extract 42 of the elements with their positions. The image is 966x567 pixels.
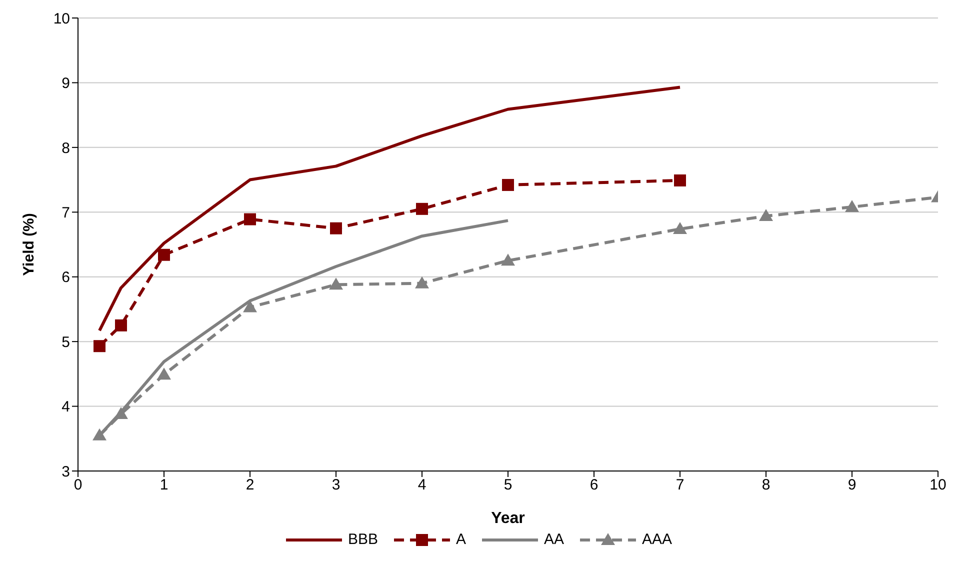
legend-label: AA: [544, 531, 564, 548]
x-tick-label: 7: [676, 476, 684, 494]
legend-label: BBB: [348, 531, 378, 548]
point: [845, 200, 859, 212]
x-tick-label: 8: [762, 476, 770, 494]
point: [243, 300, 257, 312]
y-tick-label: 5: [62, 334, 70, 351]
point: [330, 222, 342, 234]
y-tick-label: 9: [62, 75, 70, 92]
point: [244, 213, 256, 226]
point: [115, 319, 127, 332]
x-tick-label: 6: [590, 476, 598, 494]
point: [158, 248, 170, 261]
x-tick-label: 10: [930, 476, 946, 494]
y-tick-label: 3: [62, 463, 70, 480]
y-tick-label: 4: [62, 398, 70, 416]
legend-label: AAA: [642, 531, 672, 548]
x-tick-label: 2: [246, 476, 254, 494]
x-tick-label: 1: [160, 476, 168, 494]
y-tick-label: 8: [62, 140, 70, 157]
point: [329, 278, 343, 290]
y-tick-label: 6: [62, 269, 70, 286]
y-axis-title: Yield (%): [20, 213, 38, 276]
x-tick-label: 4: [418, 476, 426, 494]
point: [415, 276, 429, 288]
point: [673, 222, 687, 234]
point: [94, 340, 106, 352]
x-tick-label: 5: [504, 476, 512, 494]
legend-label: A: [456, 531, 466, 548]
line-series: [98, 86, 682, 332]
point: [759, 209, 773, 222]
y-tick-label: 7: [62, 204, 70, 222]
x-tick-label: 9: [848, 476, 856, 494]
point: [674, 174, 686, 186]
point: [502, 178, 514, 191]
point: [157, 368, 171, 380]
point: [416, 202, 428, 215]
x-tick-label: 0: [74, 476, 82, 494]
y-tick-label: 10: [53, 10, 70, 28]
point: [501, 254, 515, 266]
x-axis-title: Year: [491, 510, 525, 527]
x-tick-label: 3: [332, 476, 340, 494]
